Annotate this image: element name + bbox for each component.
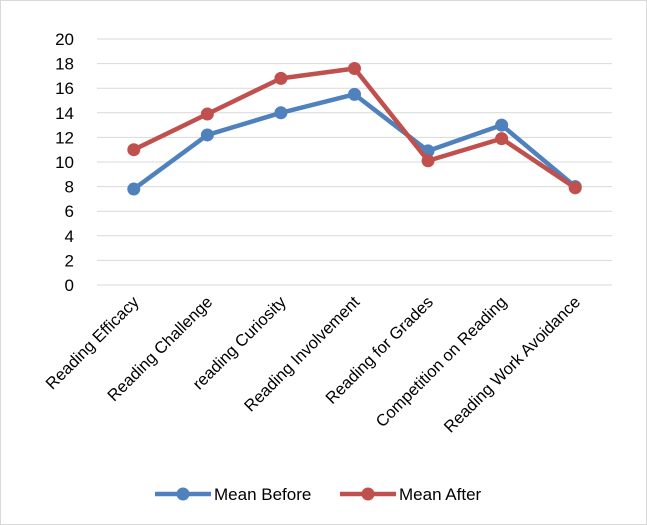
y-tick-label: 18 [55,55,74,74]
y-tick-label: 16 [55,79,74,98]
data-point [127,182,141,196]
y-tick-label: 4 [65,227,74,246]
y-tick-label: 12 [55,128,74,147]
data-point [568,181,582,195]
data-point [348,87,361,101]
y-tick-label: 0 [65,276,74,295]
legend-marker [176,487,190,501]
legend-item: Mean Before [155,485,311,504]
y-tick-label: 14 [55,104,74,123]
legend: Mean Before Mean After [155,485,482,504]
data-point [348,62,361,76]
series-layer [127,62,582,196]
y-tick-label: 20 [55,30,74,49]
y-tick-label: 6 [65,202,74,221]
legend-item: Mean After [340,485,482,504]
x-category-label: Reading Work Avoidance [441,293,584,436]
data-point [127,143,141,157]
data-point [274,106,288,120]
y-tick-label: 10 [55,153,74,172]
data-point [495,118,509,132]
data-point [495,132,509,146]
legend-label: Mean Before [214,485,311,504]
y-tick-label: 8 [65,178,74,197]
legend-label: Mean After [399,485,482,504]
data-point [200,128,214,142]
data-point [200,107,214,121]
y-axis-tick-labels: 0 2 4 6 8 10 12 14 16 18 20 [55,30,74,295]
legend-marker [361,487,375,501]
data-point [421,154,435,168]
data-point [274,71,288,85]
series-mean-before [127,87,582,196]
x-category-label: Competition on Reading [373,293,511,431]
y-tick-label: 2 [65,251,74,270]
series-line [131,66,578,191]
series-mean-after [127,62,582,195]
